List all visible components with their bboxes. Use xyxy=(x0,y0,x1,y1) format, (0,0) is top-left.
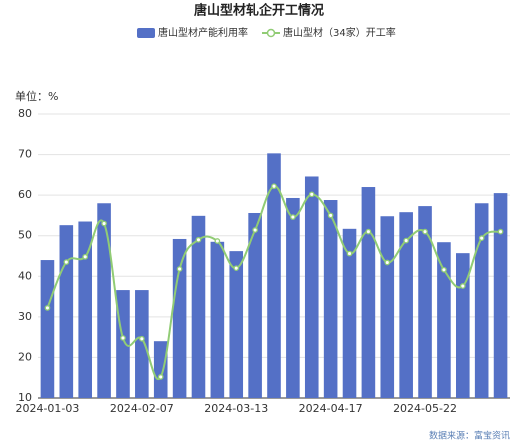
line-point xyxy=(365,228,372,235)
line-point xyxy=(138,335,145,342)
bar xyxy=(304,176,319,398)
bar xyxy=(474,203,489,398)
y-tick-label: 10 xyxy=(18,391,32,404)
line-point xyxy=(384,259,391,266)
line-point xyxy=(120,335,126,341)
line-point xyxy=(459,283,466,289)
line-point xyxy=(290,214,296,220)
x-tick-label: 2024-03-13 xyxy=(204,402,268,415)
bar xyxy=(40,260,55,398)
line-point xyxy=(308,191,315,198)
line-point xyxy=(157,374,164,380)
bar xyxy=(456,253,470,398)
source: 数据来源：富宝资讯 xyxy=(429,430,510,442)
line-point xyxy=(403,237,410,244)
line-point xyxy=(422,228,428,235)
legend-swatch xyxy=(266,28,276,38)
bar xyxy=(342,228,357,398)
chart-title: 唐山型材轧企开工情况 xyxy=(194,3,324,19)
line-point xyxy=(214,238,221,244)
bar xyxy=(172,238,187,398)
bar xyxy=(210,241,225,398)
bar xyxy=(116,290,130,398)
line-point xyxy=(327,212,334,219)
legend-label: 唐山型材（34家）开工率 xyxy=(283,26,396,39)
x-tick-label: 2024-04-17 xyxy=(299,402,363,415)
y-tick-label: 30 xyxy=(18,310,32,323)
x-tick-label: 2024-01-03 xyxy=(15,402,79,415)
legend-label: 唐山型材产能利用率 xyxy=(158,26,248,39)
y-tick-label: 70 xyxy=(18,148,32,161)
bar xyxy=(437,242,451,398)
line-point xyxy=(176,266,183,272)
line-point xyxy=(101,220,107,227)
line-point xyxy=(271,183,277,190)
bar xyxy=(418,206,432,398)
line-point xyxy=(346,250,353,257)
bar xyxy=(361,187,376,398)
bar xyxy=(135,290,149,398)
y-tick-label: 40 xyxy=(18,269,32,282)
line-point xyxy=(82,253,89,260)
line-point xyxy=(441,266,447,273)
y-tick-label: 50 xyxy=(18,229,32,242)
y-unit-label: 单位：% xyxy=(15,89,58,103)
bar xyxy=(59,225,74,398)
bar xyxy=(191,215,206,398)
line-point xyxy=(233,265,240,272)
bar xyxy=(286,197,300,398)
y-tick-label: 20 xyxy=(18,350,32,363)
x-tick-label: 2024-05-22 xyxy=(393,402,457,415)
bar xyxy=(493,193,508,398)
legend-swatch xyxy=(137,28,155,38)
line-point xyxy=(478,235,485,241)
bar xyxy=(153,341,168,398)
line-point xyxy=(195,236,202,243)
bar xyxy=(97,203,111,398)
line-point xyxy=(497,228,504,235)
x-tick-label: 2024-02-07 xyxy=(110,402,174,415)
bar xyxy=(267,153,281,398)
line-point xyxy=(252,227,258,233)
line-point xyxy=(44,305,51,311)
bar xyxy=(78,221,92,398)
bar xyxy=(380,216,395,398)
y-tick-label: 80 xyxy=(18,107,32,120)
bar xyxy=(248,212,262,398)
bar xyxy=(229,251,244,398)
bar xyxy=(399,212,413,398)
y-tick-label: 60 xyxy=(18,188,32,201)
bar xyxy=(323,200,338,398)
line-point xyxy=(63,259,70,265)
